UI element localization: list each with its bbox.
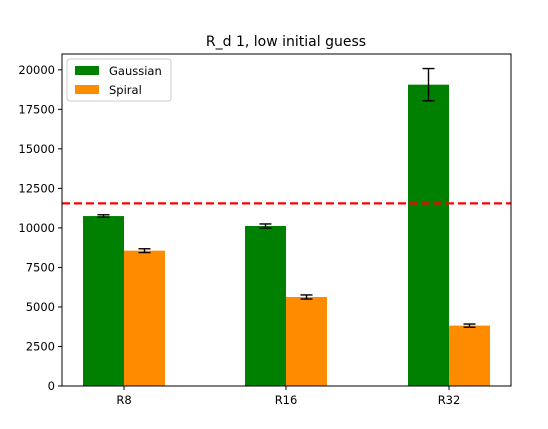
y-tick-label: 2500 xyxy=(26,339,55,353)
legend-label-gaussian: Gaussian xyxy=(109,64,162,78)
legend-label-spiral: Spiral xyxy=(109,83,142,97)
legend-swatch-gaussian xyxy=(75,66,99,75)
bar-spiral-r8 xyxy=(124,250,165,386)
chart-title: R_d 1, low initial guess xyxy=(206,34,366,50)
y-tick-label: 20000 xyxy=(18,63,55,77)
bar-gaussian-r32 xyxy=(408,84,449,387)
legend-swatch-spiral xyxy=(75,85,99,94)
y-tick-label: 7500 xyxy=(26,260,55,274)
y-tick-label: 0 xyxy=(48,379,55,393)
x-tick-label: R16 xyxy=(275,393,298,407)
y-tick-label: 17500 xyxy=(18,102,55,116)
bar-spiral-r32 xyxy=(449,325,490,386)
bar-gaussian-r8 xyxy=(83,216,124,386)
y-tick-label: 5000 xyxy=(26,300,55,314)
x-tick-label: R8 xyxy=(116,393,131,407)
y-tick-label: 10000 xyxy=(18,221,55,235)
bar-gaussian-r16 xyxy=(245,226,286,386)
x-tick-label: R32 xyxy=(438,393,461,407)
plot-area: 0 2500 5000 7500 10000 12500 15000 17500 20000 R8… xyxy=(18,53,512,407)
y-tick-label: 12500 xyxy=(18,181,55,195)
bar-spiral-r16 xyxy=(286,296,327,386)
y-tick-label: 15000 xyxy=(18,142,55,156)
